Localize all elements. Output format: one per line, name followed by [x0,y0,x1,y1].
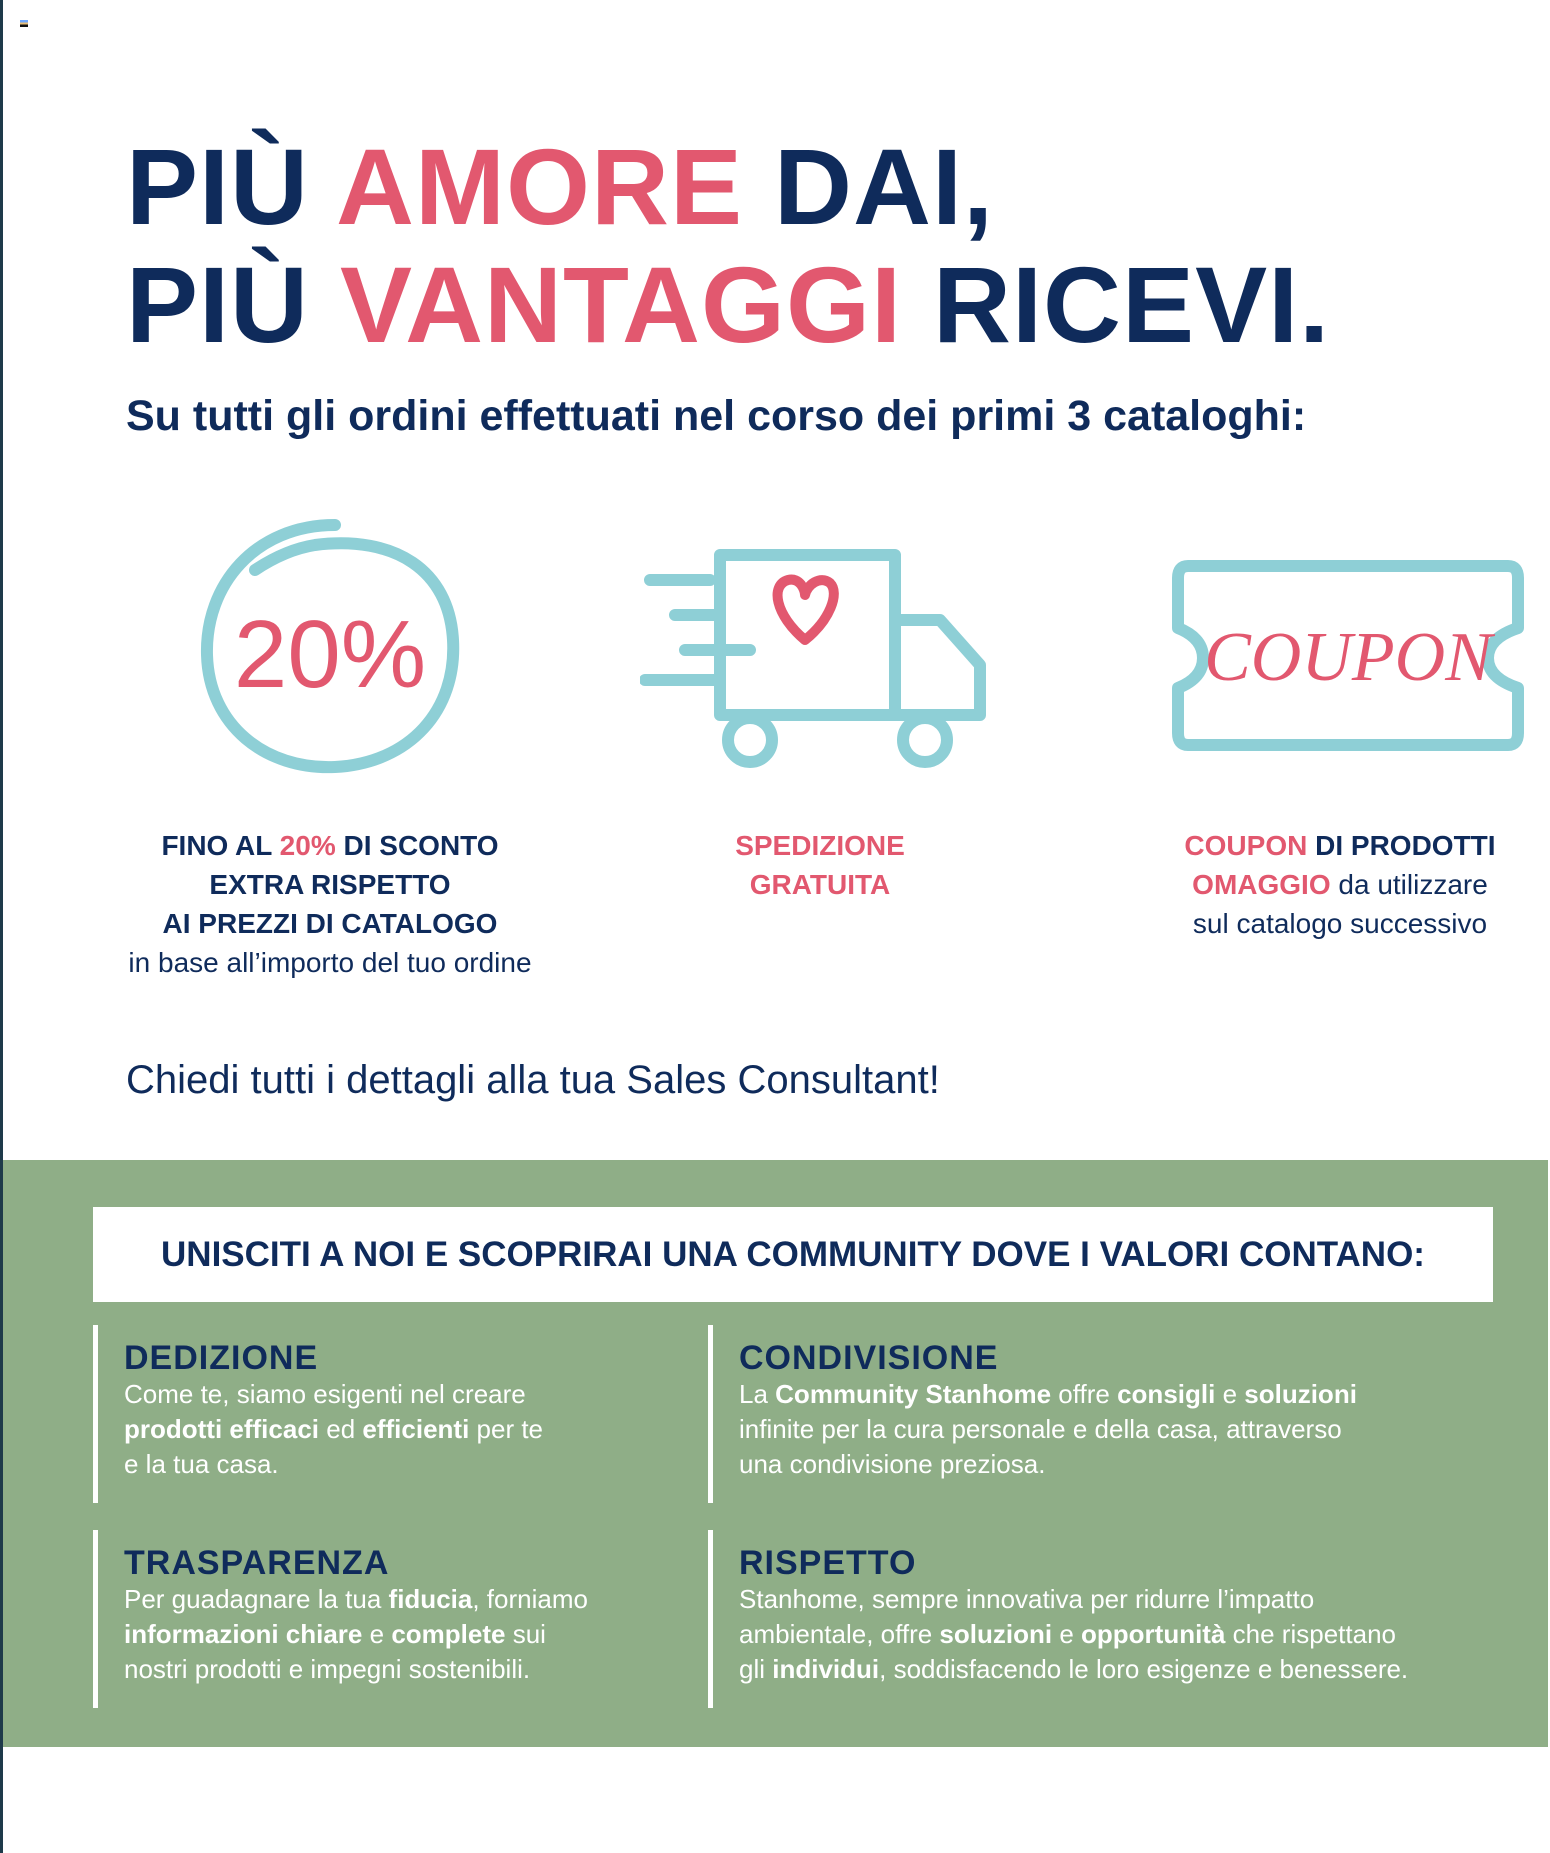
ask-consultant-text: Chiedi tutti i dettagli alla tua Sales C… [126,1058,940,1102]
headline-highlight: AMORE [336,126,744,247]
discount-label: 20% [234,601,426,708]
caption-text: DI SCONTO [335,830,499,861]
caption-text: SPEDIZIONE [735,830,905,861]
caption-text: da utilizzare [1330,869,1488,900]
value-text: Stanhome, sempre innovativa per ridurre … [739,1584,1409,1684]
value-trasparenza: TRASPARENZA Per guadagnare la tua fiduci… [93,1530,693,1708]
headline-text: PIÙ [126,126,337,247]
value-title: RISPETTO [739,1544,917,1582]
headline-text: RICEVI. [902,244,1331,365]
value-text: Come te, siamo esigenti nel creare prodot… [124,1379,544,1479]
community-banner: UNISCITI A NOI E SCOPRIRAI UNA COMMUNITY… [93,1207,1493,1302]
caption-text: EXTRA RISPETTO [209,869,451,900]
caption-text: FINO AL [161,830,280,861]
page-edge [0,0,3,1853]
coupon-label: COUPON [1204,619,1495,696]
headline-text: DAI, [743,126,995,247]
benefit-discount: FINO AL 20% DI SCONTO EXTRA RISPETTO AI … [90,826,570,982]
coupon-ticket-icon: COUPON [1172,560,1524,751]
headline-highlight: VANTAGGI [340,244,903,365]
subtitle: Su tutti gli ordini effettuati nel corso… [126,392,1307,440]
value-text: Per guadagnare la tua fiducia, forniamo i… [124,1584,588,1684]
caption-text: sul catalogo successivo [1192,908,1488,939]
caption-highlight: COUPON [1184,830,1308,861]
discount-circle-icon: 20% [200,519,460,774]
value-title: DEDIZIONE [124,1339,319,1377]
value-text: La Community Stanhome offre consigli e s… [739,1379,1357,1479]
caption-note: in base all’importo del tuo ordine [128,947,532,978]
value-title: TRASPARENZA [124,1544,390,1582]
headline-text: PIÙ [126,244,341,365]
delivery-truck-heart-icon [640,549,986,768]
value-title: CONDIVISIONE [739,1339,999,1377]
headline: PIÙ AMORE DAI, PIÙ VANTAGGI RICEVI. [126,128,1330,364]
benefit-shipping: SPEDIZIONE GRATUITA [620,826,1020,904]
caption-highlight: 20% [279,830,336,861]
caption-text: DI PRODOTTI [1307,830,1496,861]
benefit-coupon: COUPON DI PRODOTTI OMAGGIO da utilizzare… [1140,826,1540,943]
value-condivisione: CONDIVISIONE La Community Stanhome offre… [708,1325,1508,1503]
flag-icon [20,20,28,27]
value-rispetto: RISPETTO Stanhome, sempre innovativa per… [708,1530,1528,1708]
caption-highlight: OMAGGIO [1192,869,1331,900]
caption-text: GRATUITA [749,869,891,900]
caption-text: AI PREZZI DI CATALOGO [162,908,498,939]
value-dedizione: DEDIZIONE Come te, siamo esigenti nel cr… [93,1325,693,1503]
